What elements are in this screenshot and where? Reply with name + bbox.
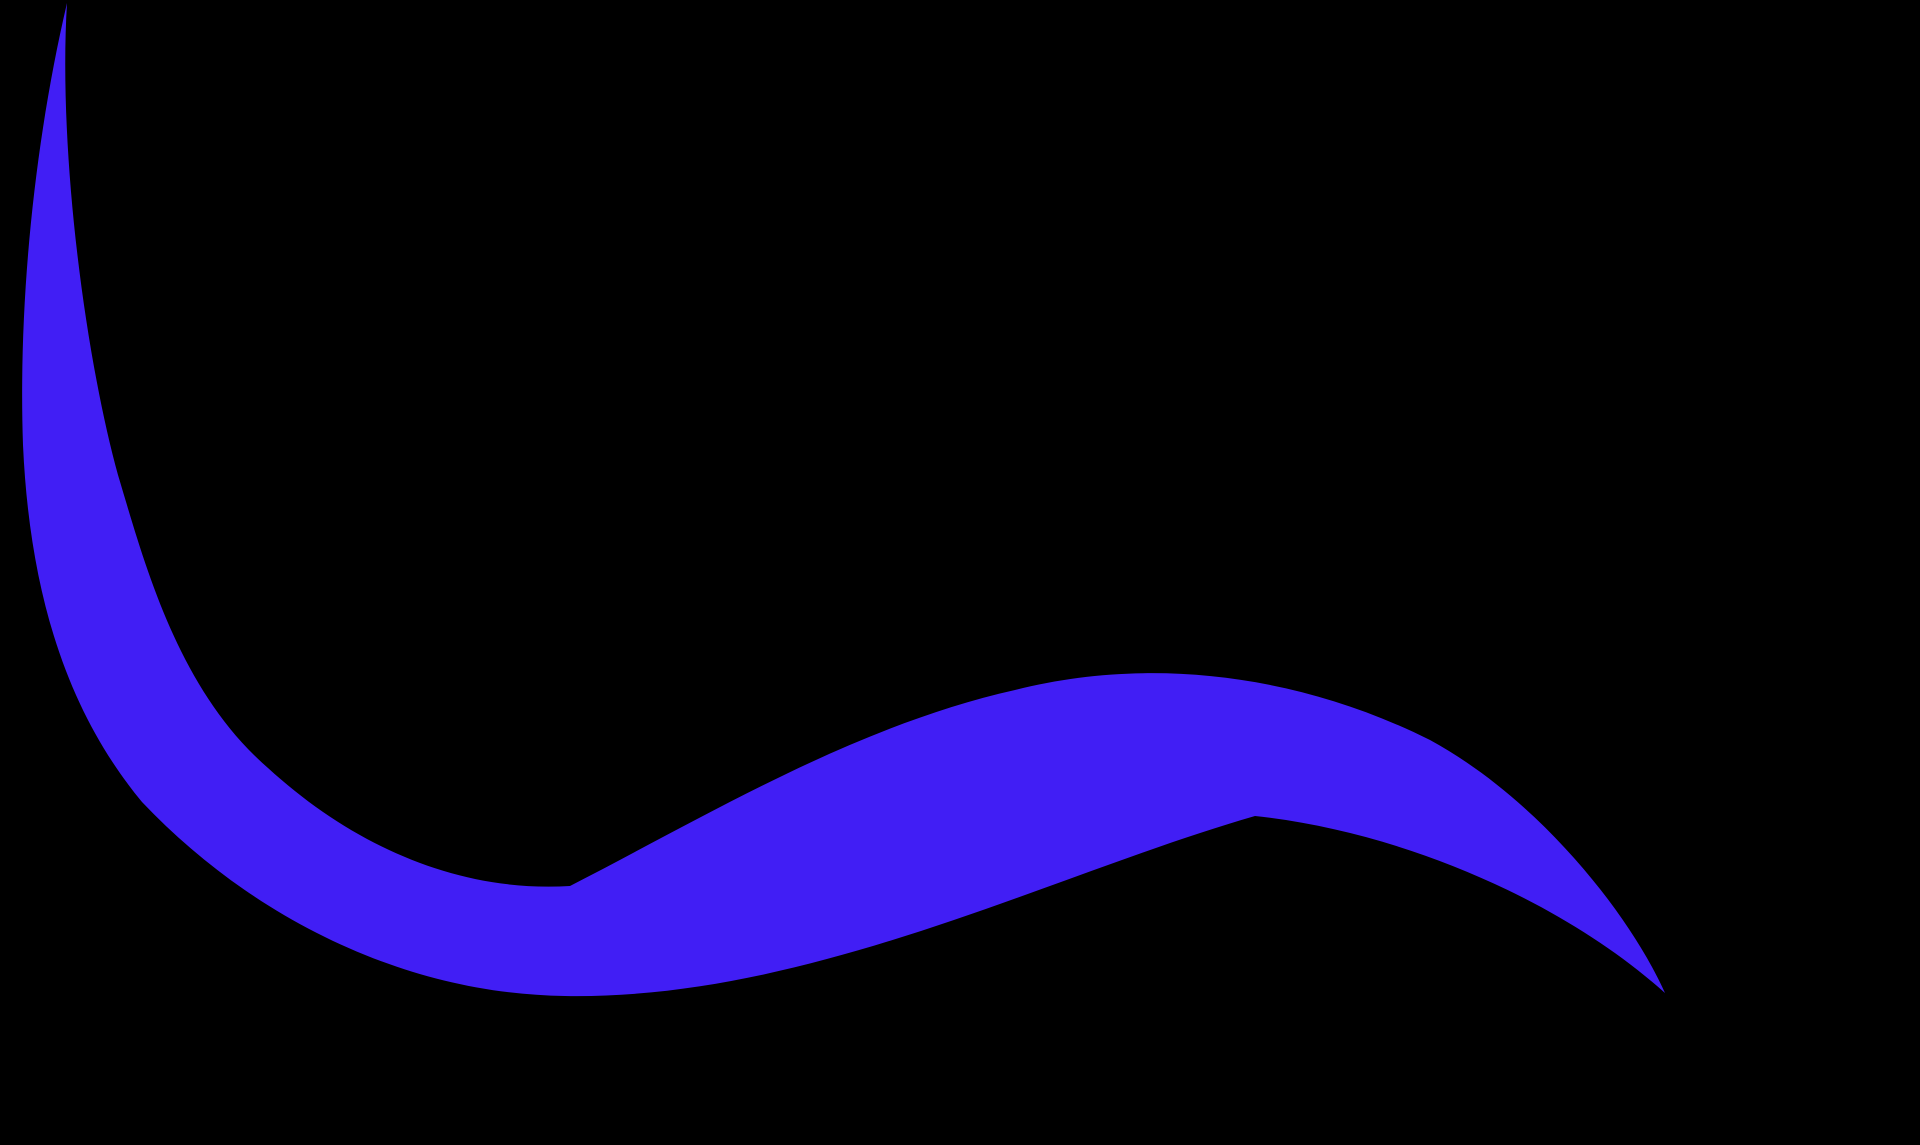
wave-swoosh-shape [22, 3, 1665, 997]
